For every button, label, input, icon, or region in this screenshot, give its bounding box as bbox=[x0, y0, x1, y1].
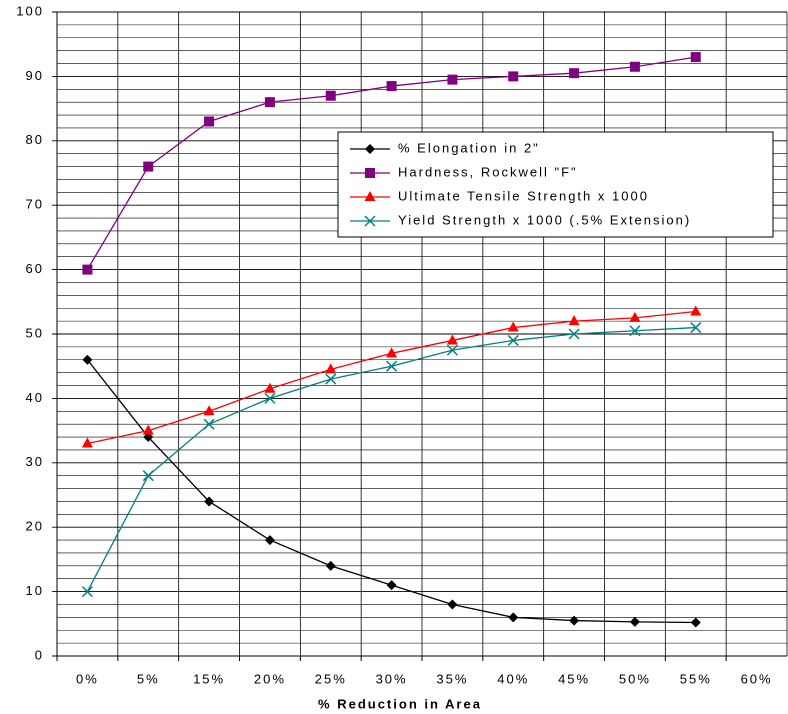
point bbox=[142, 470, 154, 482]
point bbox=[507, 334, 519, 346]
point bbox=[629, 61, 640, 72]
point bbox=[82, 264, 93, 275]
point bbox=[508, 612, 519, 623]
x-tick-label: 50% bbox=[619, 671, 651, 686]
point bbox=[82, 354, 93, 365]
point bbox=[629, 616, 640, 627]
point bbox=[568, 328, 580, 340]
x-tick-label: 55% bbox=[680, 671, 712, 686]
point bbox=[446, 344, 458, 356]
point bbox=[447, 74, 458, 85]
y-tick-label: 100 bbox=[16, 3, 44, 18]
point bbox=[568, 315, 580, 326]
point bbox=[264, 535, 275, 546]
legend-marker bbox=[364, 215, 376, 227]
y-tick-label: 60 bbox=[26, 261, 44, 276]
legend-label: Ultimate Tensile Strength x 1000 bbox=[398, 188, 649, 203]
point bbox=[325, 90, 336, 101]
point bbox=[569, 615, 580, 626]
x-tick-label: 45% bbox=[558, 671, 590, 686]
y-tick-label: 10 bbox=[26, 583, 44, 598]
y-tick-label: 50 bbox=[26, 325, 44, 340]
point bbox=[81, 437, 93, 448]
point bbox=[204, 496, 215, 507]
point bbox=[204, 116, 215, 127]
point bbox=[325, 363, 337, 374]
point bbox=[569, 68, 580, 79]
point bbox=[629, 311, 641, 322]
point bbox=[386, 360, 398, 372]
point bbox=[690, 322, 702, 334]
point bbox=[264, 97, 275, 108]
point bbox=[507, 321, 519, 332]
y-tick-label: 0 bbox=[35, 647, 44, 662]
legend-marker bbox=[364, 191, 376, 201]
x-tick-label: 40% bbox=[497, 671, 529, 686]
point bbox=[264, 392, 276, 404]
point bbox=[142, 424, 154, 435]
legend-marker bbox=[365, 168, 375, 178]
x-axis-label: % Reduction in Area bbox=[318, 696, 482, 711]
point bbox=[264, 382, 276, 393]
y-tick-label: 80 bbox=[26, 132, 44, 147]
point bbox=[446, 334, 458, 345]
point bbox=[690, 305, 702, 316]
legend-box bbox=[337, 131, 774, 238]
y-tick-label: 30 bbox=[26, 454, 44, 469]
x-tick-label: 20% bbox=[254, 671, 286, 686]
y-tick-label: 90 bbox=[26, 68, 44, 83]
point bbox=[690, 52, 701, 63]
point bbox=[325, 373, 337, 385]
legend-label: Hardness, Rockwell "F" bbox=[398, 164, 578, 179]
x-tick-label: 15% bbox=[193, 671, 225, 686]
point bbox=[447, 599, 458, 610]
point bbox=[629, 325, 641, 337]
x-tick-label: 60% bbox=[741, 671, 773, 686]
point bbox=[690, 617, 701, 628]
point bbox=[386, 81, 397, 92]
point bbox=[203, 405, 215, 416]
x-tick-label: 0% bbox=[76, 671, 99, 686]
y-tick-label: 40 bbox=[26, 390, 44, 405]
point bbox=[386, 580, 397, 591]
x-tick-label: 30% bbox=[376, 671, 408, 686]
legend-marker bbox=[365, 144, 375, 154]
point bbox=[325, 560, 336, 571]
point bbox=[203, 418, 215, 430]
y-tick-label: 20 bbox=[26, 519, 44, 534]
point bbox=[143, 161, 154, 172]
point bbox=[386, 347, 398, 358]
point bbox=[81, 586, 93, 598]
legend-label: Yield Strength x 1000 (.5% Extension) bbox=[398, 212, 691, 227]
point bbox=[508, 71, 519, 82]
legend-label: % Elongation in 2" bbox=[398, 140, 540, 155]
x-tick-label: 5% bbox=[137, 671, 160, 686]
x-tick-label: 35% bbox=[436, 671, 468, 686]
x-tick-label: 25% bbox=[315, 671, 347, 686]
y-tick-label: 70 bbox=[26, 197, 44, 212]
